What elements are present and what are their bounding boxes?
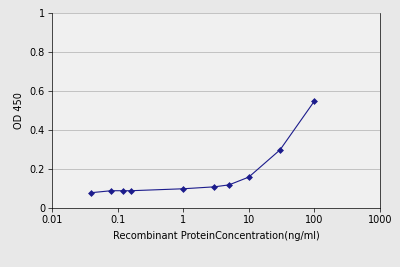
Y-axis label: OD 450: OD 450 bbox=[14, 92, 24, 129]
X-axis label: Recombinant ProteinConcentration(ng/ml): Recombinant ProteinConcentration(ng/ml) bbox=[113, 231, 319, 241]
